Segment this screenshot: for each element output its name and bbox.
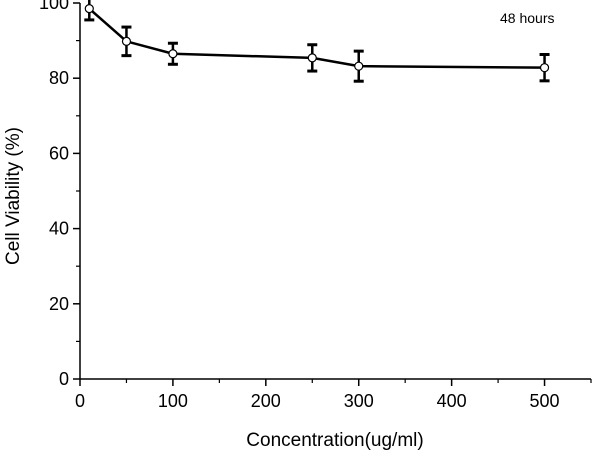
x-tick-label: 400: [437, 391, 467, 411]
y-tick-label: 20: [49, 294, 69, 314]
y-tick-label: 40: [49, 219, 69, 239]
x-tick-label: 200: [251, 391, 281, 411]
chart-annotation: 48 hours: [500, 10, 554, 26]
data-point: [84, 4, 94, 14]
x-tick-label: 300: [344, 391, 374, 411]
x-tick-label: 500: [530, 391, 560, 411]
x-tick-label: 0: [75, 391, 85, 411]
y-tick-label: 0: [59, 369, 69, 389]
data-point: [539, 63, 550, 73]
y-tick-label: 100: [39, 0, 69, 13]
x-tick-label: 100: [158, 391, 188, 411]
series-line: [88, 7, 545, 69]
data-point: [168, 49, 178, 59]
data-point: [307, 53, 317, 63]
x-axis-title: Concentration(ug/ml): [246, 430, 423, 451]
y-tick-label: 60: [49, 143, 69, 163]
axes: 0 100 200 300 400 500 0 20 40 60 80 100: [39, 0, 592, 411]
data-point: [121, 36, 132, 46]
series-layer: [84, 0, 550, 83]
y-tick-label: 80: [49, 68, 69, 88]
y-axis-title: Cell Viability (%): [3, 127, 24, 265]
data-point: [354, 61, 364, 71]
